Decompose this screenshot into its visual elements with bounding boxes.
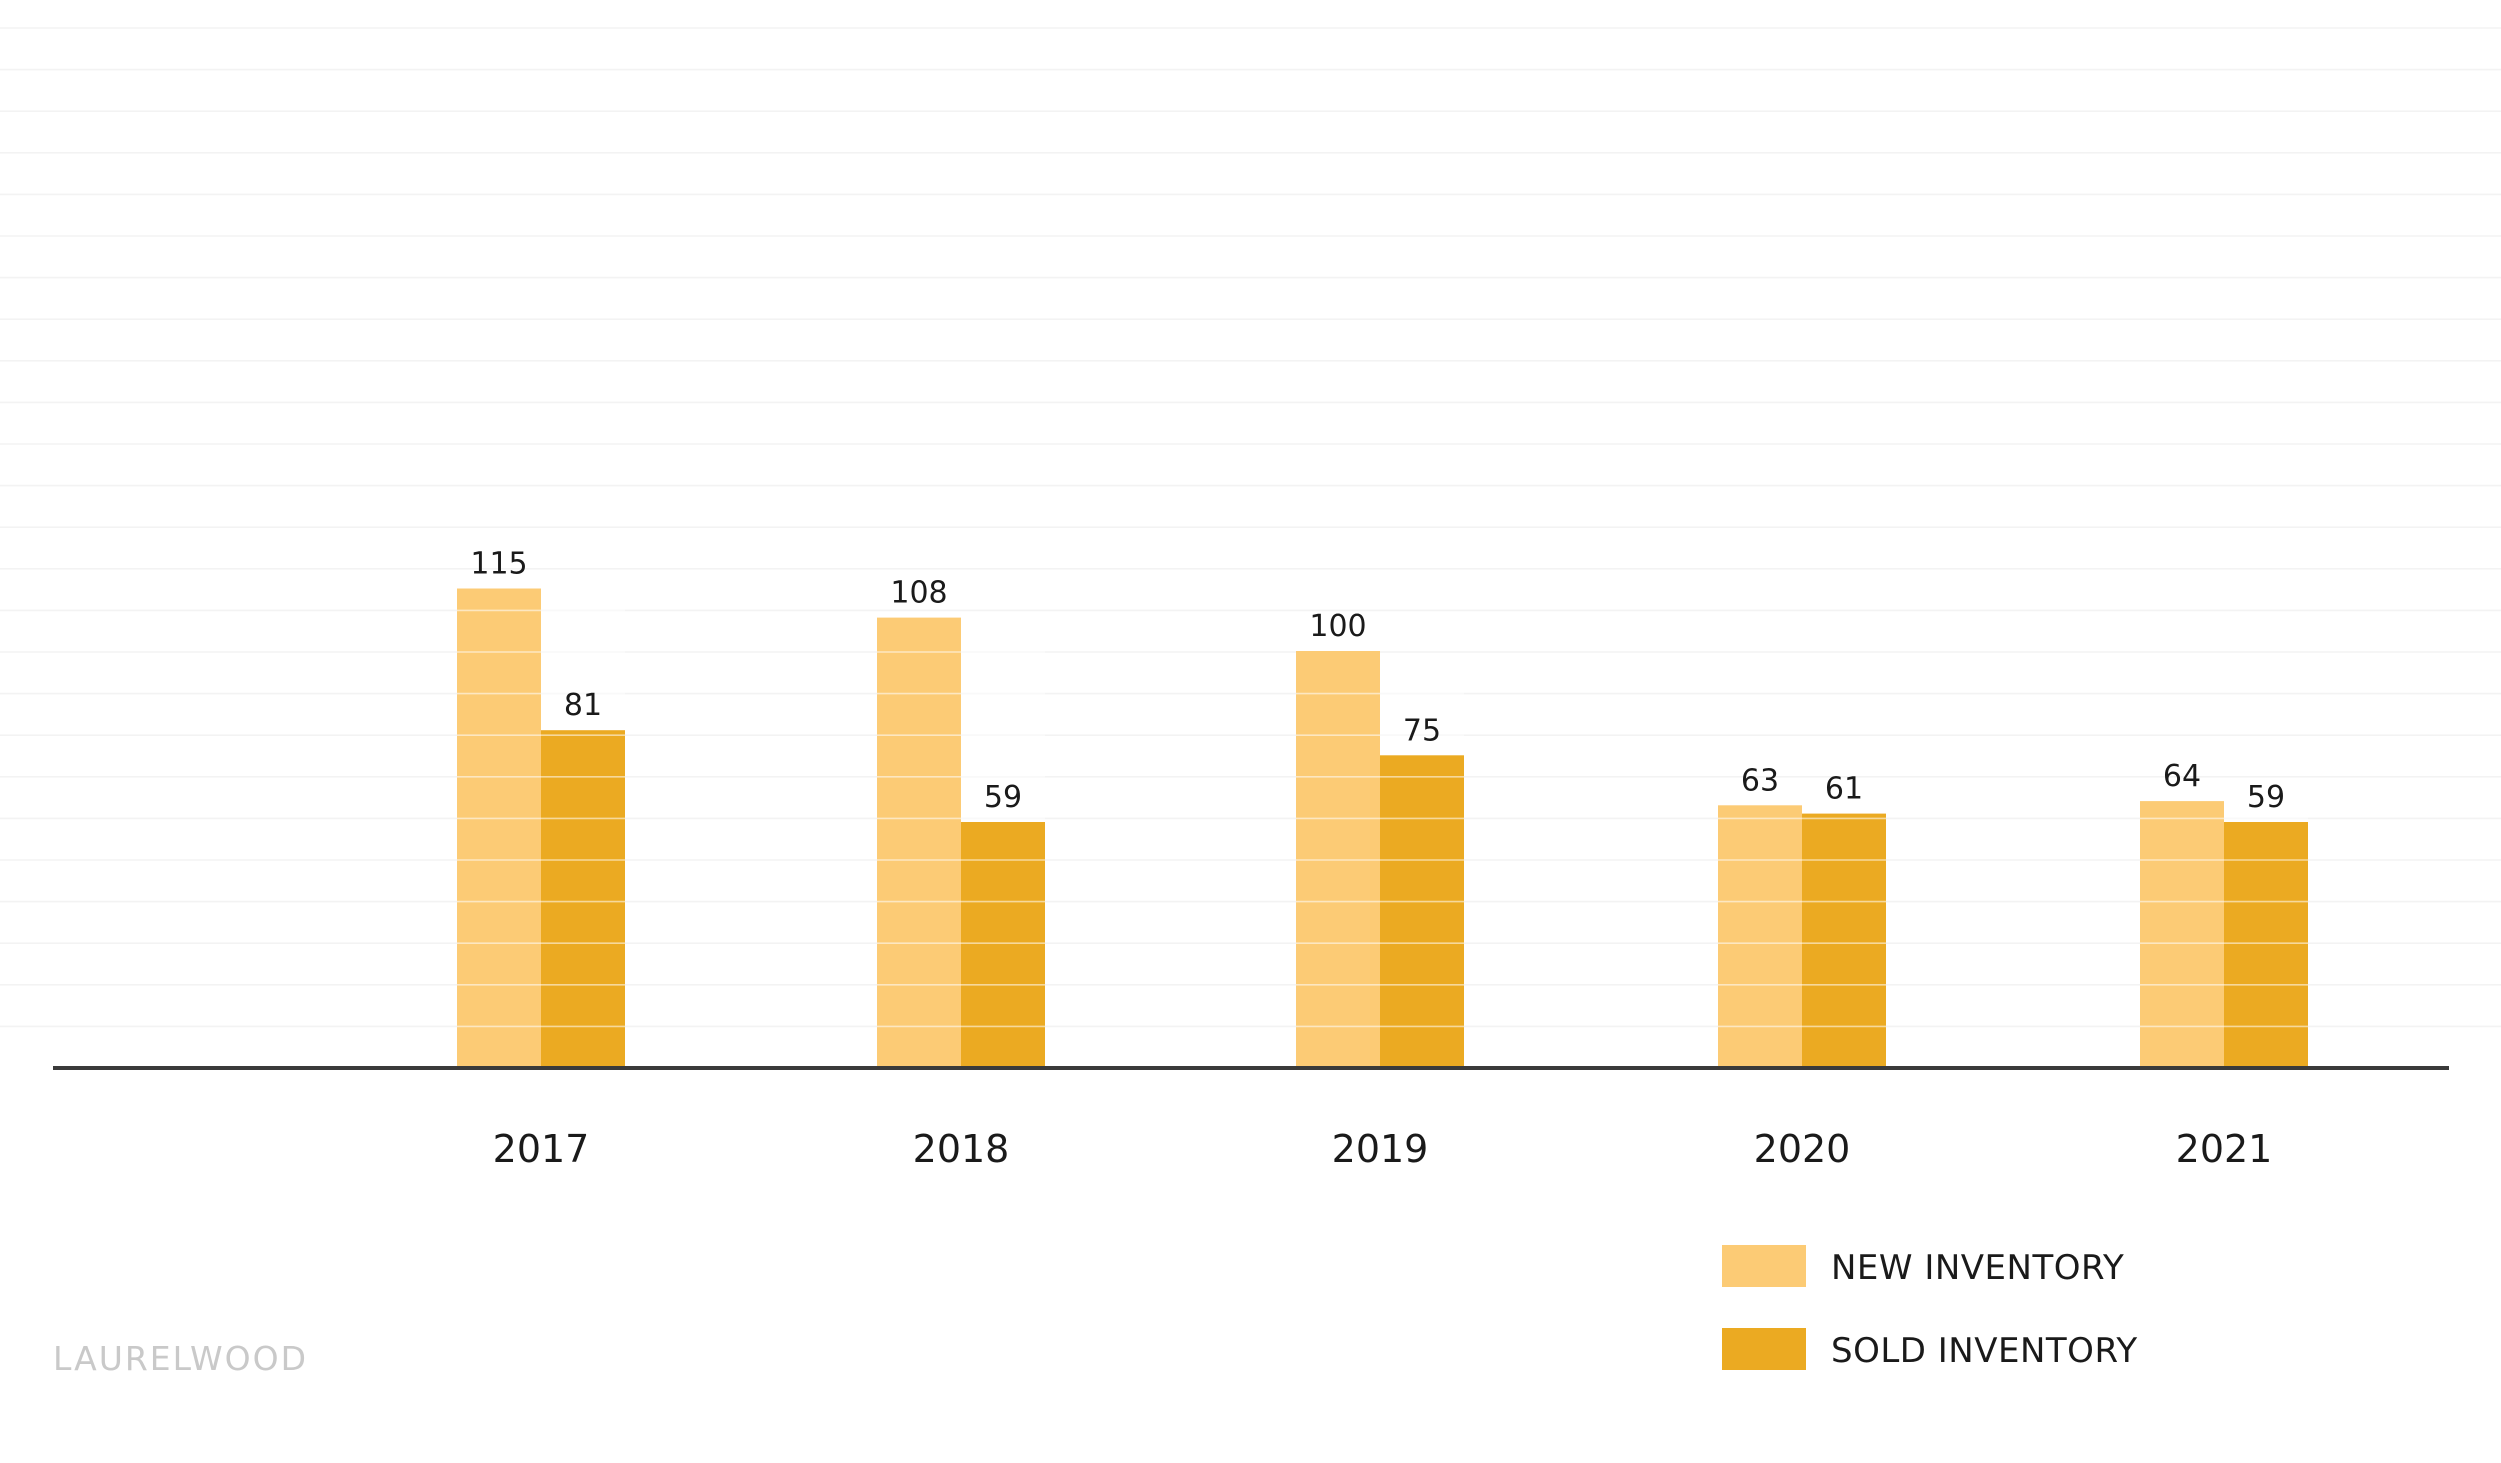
bar-sold-inventory-2020 bbox=[1802, 813, 1886, 1068]
value-label-sold-2018: 59 bbox=[984, 780, 1022, 815]
gridlines bbox=[0, 27, 2501, 1028]
bar-sold-inventory-2019 bbox=[1380, 755, 1464, 1069]
bars bbox=[457, 588, 2308, 1069]
x-tick-labels: 2017 2018 2019 2020 2021 bbox=[493, 1127, 2273, 1171]
bar-new-inventory-2017 bbox=[457, 588, 541, 1068]
value-label-new-2018: 108 bbox=[890, 576, 947, 611]
legend-swatch-sold-inventory bbox=[1722, 1328, 1806, 1370]
bar-sold-inventory-2017 bbox=[541, 730, 625, 1068]
legend: NEW INVENTORY SOLD INVENTORY bbox=[1722, 1245, 2138, 1371]
value-label-new-2021: 64 bbox=[2163, 759, 2201, 794]
bar-gridlines bbox=[457, 609, 2308, 1028]
value-label-sold-2021: 59 bbox=[2247, 780, 2285, 815]
legend-swatch-new-inventory bbox=[1722, 1245, 1806, 1287]
value-label-new-2020: 63 bbox=[1741, 763, 1779, 798]
value-label-new-2017: 115 bbox=[470, 547, 527, 582]
value-label-sold-2019: 75 bbox=[1403, 713, 1441, 748]
legend-label-new-inventory: NEW INVENTORY bbox=[1831, 1248, 2124, 1288]
x-tick-label-2020: 2020 bbox=[1754, 1127, 1851, 1171]
x-tick-label-2019: 2019 bbox=[1332, 1127, 1429, 1171]
x-tick-label-2018: 2018 bbox=[913, 1127, 1010, 1171]
bar-new-inventory-2020 bbox=[1718, 805, 1802, 1068]
value-label-sold-2020: 61 bbox=[1825, 772, 1863, 807]
legend-label-sold-inventory: SOLD INVENTORY bbox=[1831, 1331, 2138, 1371]
brand-watermark: LAURELWOOD bbox=[53, 1339, 308, 1378]
value-label-sold-2017: 81 bbox=[564, 688, 602, 723]
x-tick-label-2021: 2021 bbox=[2176, 1127, 2273, 1171]
bar-sold-inventory-2021 bbox=[2224, 822, 2308, 1068]
bar-new-inventory-2018 bbox=[877, 617, 961, 1068]
value-labels: 115 81 108 59 100 75 63 61 64 59 bbox=[470, 547, 2285, 816]
value-label-new-2019: 100 bbox=[1309, 609, 1366, 644]
bar-new-inventory-2021 bbox=[2140, 801, 2224, 1068]
bar-sold-inventory-2018 bbox=[961, 822, 1045, 1068]
x-tick-label-2017: 2017 bbox=[493, 1127, 590, 1171]
